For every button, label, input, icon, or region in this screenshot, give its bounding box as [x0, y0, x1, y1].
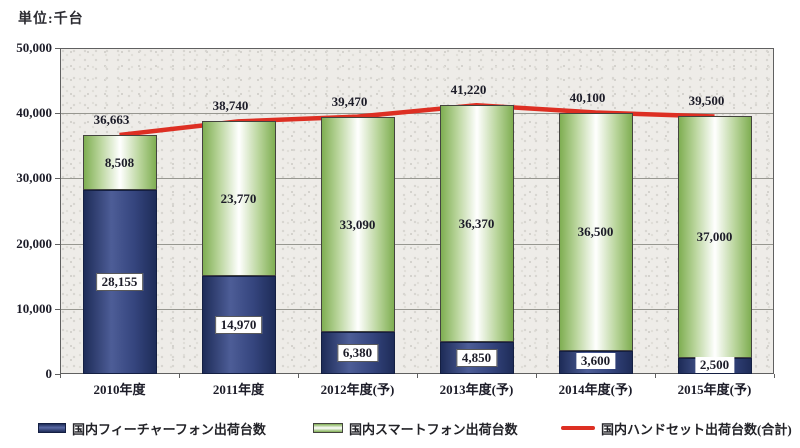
gridline [61, 308, 773, 310]
legend-label-total: 国内ハンドセット出荷台数(合計) [601, 421, 792, 437]
y-axis-tick [55, 374, 60, 375]
legend-item-total-line: 国内ハンドセット出荷台数(合計) [561, 417, 792, 439]
x-axis-tick [60, 374, 61, 378]
bar-segment-smartphone [558, 112, 633, 351]
y-tick-label: 40,000 [16, 105, 52, 121]
featurephone-value-label: 6,380 [336, 344, 379, 363]
smartphone-swatch-icon [313, 423, 343, 433]
y-axis-tick [55, 178, 60, 180]
legend: 国内フィーチャーフォン出荷台数 国内スマートフォン出荷台数 国内ハンドセット出荷… [0, 417, 800, 439]
bar-segment-smartphone [82, 134, 157, 191]
smartphone-value-label: 36,500 [577, 223, 614, 239]
total-value-label: 39,500 [688, 93, 725, 109]
total-line-swatch-icon [561, 426, 595, 430]
total-value-label: 40,100 [569, 89, 606, 105]
y-axis-tick [55, 113, 60, 115]
gridline [61, 113, 773, 115]
plot-area [60, 48, 774, 374]
bar-segment-smartphone [439, 105, 514, 343]
y-axis-tick [55, 48, 60, 49]
legend-item-featurephone: 国内フィーチャーフォン出荷台数 [38, 417, 266, 439]
x-axis-tick [417, 374, 418, 378]
featurephone-value-label: 14,970 [214, 316, 263, 335]
featurephone-value-label: 2,500 [694, 356, 735, 373]
smartphone-value-label: 8,508 [104, 154, 135, 170]
y-tick-label: 0 [45, 366, 53, 381]
featurephone-value-label: 4,850 [455, 349, 498, 368]
smartphone-value-label: 37,000 [696, 229, 733, 245]
x-tick-label: 2012年度(予) [320, 382, 395, 397]
legend-label-smartphone: 国内スマートフォン出荷台数 [349, 421, 518, 437]
x-tick-label: 2013年度(予) [439, 382, 514, 397]
x-tick-label: 2010年度 [93, 382, 146, 397]
y-tick-label: 20,000 [16, 235, 52, 251]
total-value-label: 41,220 [450, 82, 487, 98]
featurephone-value-label: 3,600 [575, 353, 616, 370]
y-axis-tick [55, 308, 60, 310]
x-tick-label: 2014年度(予) [558, 382, 633, 397]
x-axis-tick [179, 374, 180, 378]
total-value-label: 38,740 [212, 98, 249, 114]
y-tick-label: 50,000 [16, 40, 52, 55]
unit-label: 単位:千台 [18, 12, 84, 27]
smartphone-value-label: 36,370 [458, 215, 495, 231]
y-axis-tick [55, 243, 60, 245]
x-axis-tick [536, 374, 537, 378]
bar-segment-smartphone [677, 116, 752, 358]
x-tick-label: 2015年度(予) [677, 382, 752, 397]
legend-item-smartphone: 国内スマートフォン出荷台数 [313, 417, 518, 439]
x-axis-tick [655, 374, 656, 378]
x-tick-label: 2011年度 [212, 382, 265, 397]
smartphone-value-label: 23,770 [220, 190, 257, 206]
y-tick-label: 30,000 [16, 170, 52, 186]
featurephone-swatch-icon [38, 423, 66, 433]
legend-label-featurephone: 国内フィーチャーフォン出荷台数 [72, 421, 266, 437]
total-value-label: 39,470 [331, 93, 368, 109]
x-axis-tick [298, 374, 299, 378]
total-value-label: 36,663 [93, 111, 130, 127]
y-tick-label: 10,000 [16, 300, 52, 316]
featurephone-value-label: 28,155 [95, 273, 144, 292]
smartphone-value-label: 33,090 [339, 216, 376, 232]
gridline [61, 178, 773, 180]
x-axis-tick [774, 374, 775, 378]
bar-segment-smartphone [320, 116, 395, 333]
bar-segment-smartphone [201, 121, 276, 277]
gridline [61, 243, 773, 245]
